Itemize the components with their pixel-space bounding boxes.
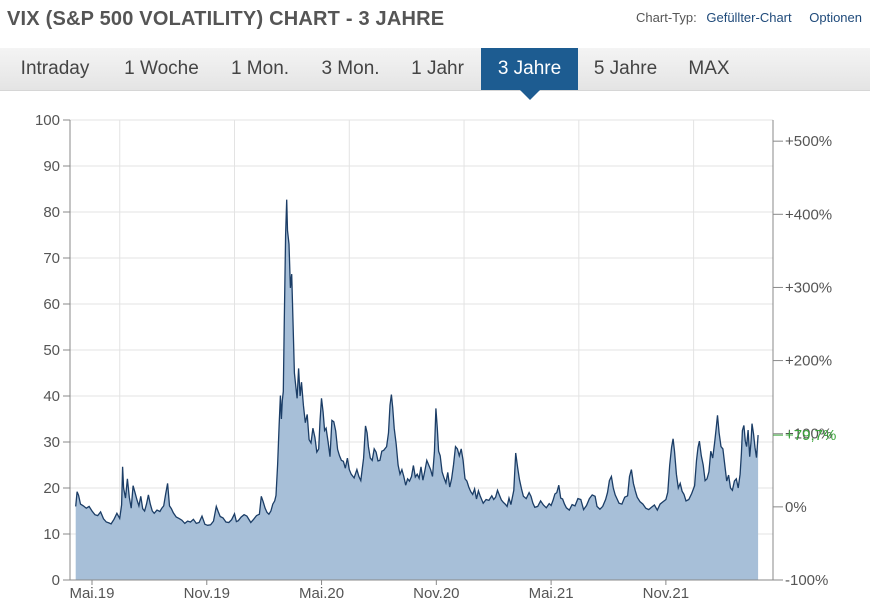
right-tick-label: +400% — [785, 206, 832, 223]
x-tick-label: Mai.21 — [529, 585, 574, 602]
y-tick-label: 0 — [52, 572, 60, 589]
last-change-label: +79,7% — [785, 427, 836, 444]
x-tick-label: Nov.19 — [184, 585, 230, 602]
period-tabs: Intraday 1 Woche 1 Mon. 3 Mon. 1 Jahr 3 … — [0, 48, 870, 100]
x-tick-label: Nov.20 — [413, 585, 459, 602]
tab-max[interactable]: MAX — [688, 58, 730, 79]
series-line — [75, 199, 759, 526]
tab-3-jahre-label: 3 Jahre — [497, 58, 562, 79]
chart-options: Chart-Typ: Gefüllter-Chart Optionen — [636, 10, 862, 25]
right-tick-label: +200% — [785, 353, 832, 370]
options-link[interactable]: Optionen — [809, 10, 862, 25]
chart-type-label: Chart-Typ: — [636, 10, 697, 25]
x-tick-label: Nov.21 — [643, 585, 689, 602]
y-tick-label: 30 — [43, 434, 60, 451]
chart-ticks: 0 10 20 30 40 50 60 70 80 90 100 Mai.19 Nov.19 Mai.20… — [35, 112, 836, 602]
y-tick-label: 80 — [43, 204, 60, 221]
chart-axes — [63, 119, 783, 585]
tab-intraday[interactable]: Intraday — [20, 58, 90, 79]
tab-1-jahr[interactable]: 1 Jahr — [411, 58, 464, 79]
x-tick-label: Mai.19 — [69, 585, 114, 602]
tab-1-woche[interactable]: 1 Woche — [124, 58, 199, 79]
y-tick-label: 70 — [43, 250, 60, 267]
y-tick-label: 60 — [43, 296, 60, 313]
right-tick-label: 0% — [785, 499, 807, 516]
right-tick-label: +300% — [785, 279, 832, 296]
tab-5-jahre[interactable]: 5 Jahre — [593, 58, 658, 79]
chart-grid — [70, 119, 773, 580]
right-tick-label: +100% — [785, 426, 832, 443]
y-tick-label: 50 — [43, 342, 60, 359]
right-tick-label: +500% — [785, 133, 832, 150]
x-tick-label: Mai.20 — [299, 585, 344, 602]
y-tick-label: 10 — [43, 526, 60, 543]
active-tab-pointer-icon — [519, 90, 540, 100]
y-tick-label: 90 — [43, 158, 60, 175]
chart-type-link[interactable]: Gefüllter-Chart — [706, 10, 792, 25]
tab-3-mon[interactable]: 3 Mon. — [321, 58, 380, 79]
series-area — [75, 199, 759, 580]
page-title: VIX (S&P 500 VOLATILITY) CHART - 3 JAHRE — [7, 8, 445, 30]
y-tick-label: 20 — [43, 480, 60, 497]
tab-1-mon[interactable]: 1 Mon. — [230, 58, 290, 79]
y-tick-label: 100 — [35, 112, 60, 129]
tab-3-jahre[interactable]: 3 Jahre — [481, 48, 578, 100]
right-tick-label: -100% — [785, 572, 828, 589]
y-tick-label: 40 — [43, 388, 60, 405]
